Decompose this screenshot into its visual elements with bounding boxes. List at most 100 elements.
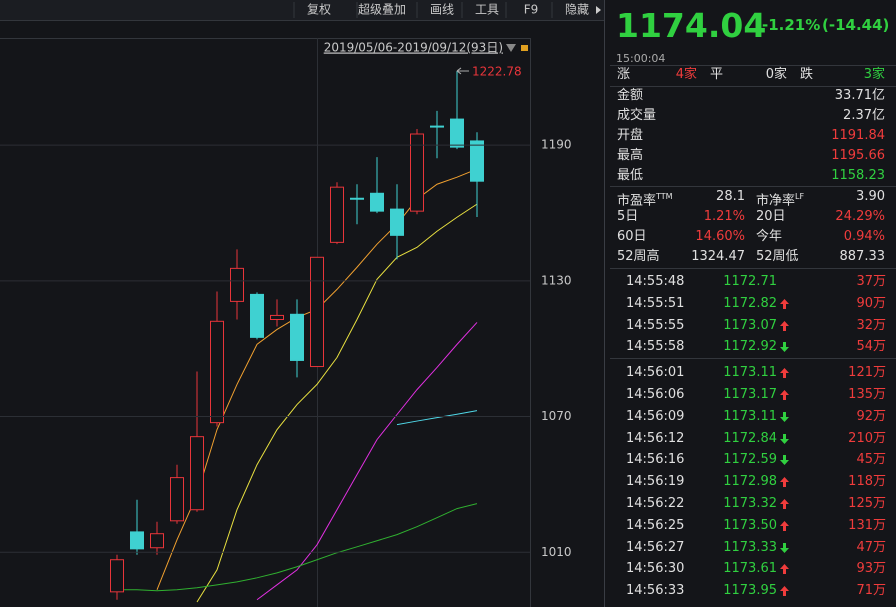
time: 15:00:04 <box>616 52 666 65</box>
tick-direction-icon <box>780 499 789 509</box>
tick-time: 14:56:06 <box>626 387 685 402</box>
tick-time: 14:56:16 <box>626 452 685 468</box>
arrow <box>780 564 789 575</box>
separator <box>610 65 896 66</box>
annotation-arrow <box>456 67 469 75</box>
tick-price: 1173.50 <box>723 517 777 533</box>
lock-icon[interactable] <box>521 45 528 51</box>
tick-time: 14:56:01 <box>626 365 685 381</box>
arrow <box>780 455 789 466</box>
candle-body <box>290 313 304 361</box>
candle-body <box>170 477 184 522</box>
candle-body <box>450 118 464 148</box>
moving-average <box>256 322 478 601</box>
stat-label: 市盈率TTM <box>617 192 673 209</box>
tick-volume: 37万 <box>856 274 886 289</box>
y-tick-label: 1190 <box>541 138 572 152</box>
range-label[interactable]: 2019/05/06-2019/09/12(93日) <box>324 41 503 55</box>
metric-value: 1195.66 <box>831 148 885 163</box>
tick-direction-icon <box>780 411 789 422</box>
stat-label: 5日 <box>617 209 639 224</box>
last-price: 1174.04 <box>616 6 767 45</box>
toolbar <box>0 0 605 20</box>
tick-direction-icon <box>780 433 789 444</box>
candle-body <box>270 314 284 320</box>
stat-value: 887.33 <box>839 249 886 264</box>
arrow <box>780 542 789 553</box>
arrow <box>780 298 789 309</box>
tick-volume: 93万 <box>856 561 886 577</box>
toolbar-button[interactable]: F9 <box>524 3 539 17</box>
tick-volume: 135万 <box>848 387 886 402</box>
breadth-label: 涨 <box>617 67 631 82</box>
candle-body <box>410 133 424 212</box>
stat-label: 52周低 <box>756 249 799 264</box>
tick-direction-icon <box>780 564 789 575</box>
toolbar-button[interactable]: 超级叠加 <box>358 2 406 17</box>
dropdown-icon[interactable] <box>506 44 516 52</box>
stat-label-sup: LF <box>795 192 805 201</box>
change: (-14.44) <box>822 16 890 34</box>
separator <box>610 358 896 359</box>
tick-time: 14:56:27 <box>626 539 685 555</box>
tick-price: 1173.33 <box>723 539 777 555</box>
separator <box>610 86 896 87</box>
stat-value: 0.94% <box>843 229 885 244</box>
tick-time: 14:56:19 <box>626 474 685 490</box>
tick-time: 14:56:22 <box>626 496 685 511</box>
moving-average <box>117 503 478 592</box>
tick-price: 1172.71 <box>723 274 777 289</box>
y-tick-label: 1010 <box>541 545 572 559</box>
candle-body <box>470 140 484 182</box>
candle-body <box>110 559 124 593</box>
candle-body <box>350 197 364 200</box>
arrow <box>780 390 789 400</box>
stat-value: 14.60% <box>695 229 745 244</box>
arrow <box>780 342 789 353</box>
tick-price: 1172.98 <box>723 474 777 490</box>
candle-body <box>190 436 204 511</box>
arrow <box>780 411 789 422</box>
tick-price: 1172.82 <box>723 295 777 311</box>
tick-time: 14:56:33 <box>626 583 685 599</box>
toolbar-button[interactable]: 复权 <box>307 3 331 17</box>
metric-value: 33.71亿 <box>834 88 885 103</box>
stat-label-sup: TTM <box>656 192 673 201</box>
toolbar-button[interactable]: 画线 <box>430 3 454 17</box>
metric-label: 成交量 <box>617 108 657 123</box>
tick-volume: 125万 <box>848 496 886 511</box>
y-tick-label: 1070 <box>541 409 572 423</box>
arrow <box>780 586 789 597</box>
toolbar-button[interactable]: 隐藏 <box>565 3 589 17</box>
arrow <box>780 320 789 331</box>
tick-direction-icon <box>780 390 789 400</box>
toolbar-button[interactable]: 工具 <box>475 3 499 17</box>
stat-value: 24.29% <box>835 209 885 224</box>
stat-label: 20日 <box>756 209 786 224</box>
tick-direction-icon <box>780 368 789 379</box>
y-tick-label: 1130 <box>541 273 572 287</box>
candle-body <box>250 293 264 338</box>
candle-body <box>210 320 224 424</box>
expand-icon <box>596 6 601 14</box>
tick-time: 14:55:58 <box>626 339 685 355</box>
tick-time: 14:56:12 <box>626 430 685 446</box>
arrow <box>780 477 789 488</box>
candle-body <box>150 533 164 549</box>
metric-label: 开盘 <box>617 128 644 143</box>
high-label: 1222.78 <box>472 64 522 78</box>
tick-direction-icon <box>780 542 789 553</box>
candle-body <box>130 531 144 550</box>
chart: 2019/05/06-2019/09/12(93日) 1222.78 复权 超级叠… <box>0 0 605 607</box>
candle-body <box>310 256 324 368</box>
tick-price: 1173.32 <box>723 496 777 511</box>
separator <box>610 186 896 187</box>
tick-direction-icon <box>780 298 789 309</box>
tick-time: 14:56:25 <box>626 517 685 533</box>
candle-body <box>370 192 384 212</box>
change-pct: -1.21% <box>762 16 821 34</box>
metric-value: 1158.23 <box>831 168 885 183</box>
tick-volume: 121万 <box>848 365 886 381</box>
tick-direction-icon <box>780 455 789 466</box>
